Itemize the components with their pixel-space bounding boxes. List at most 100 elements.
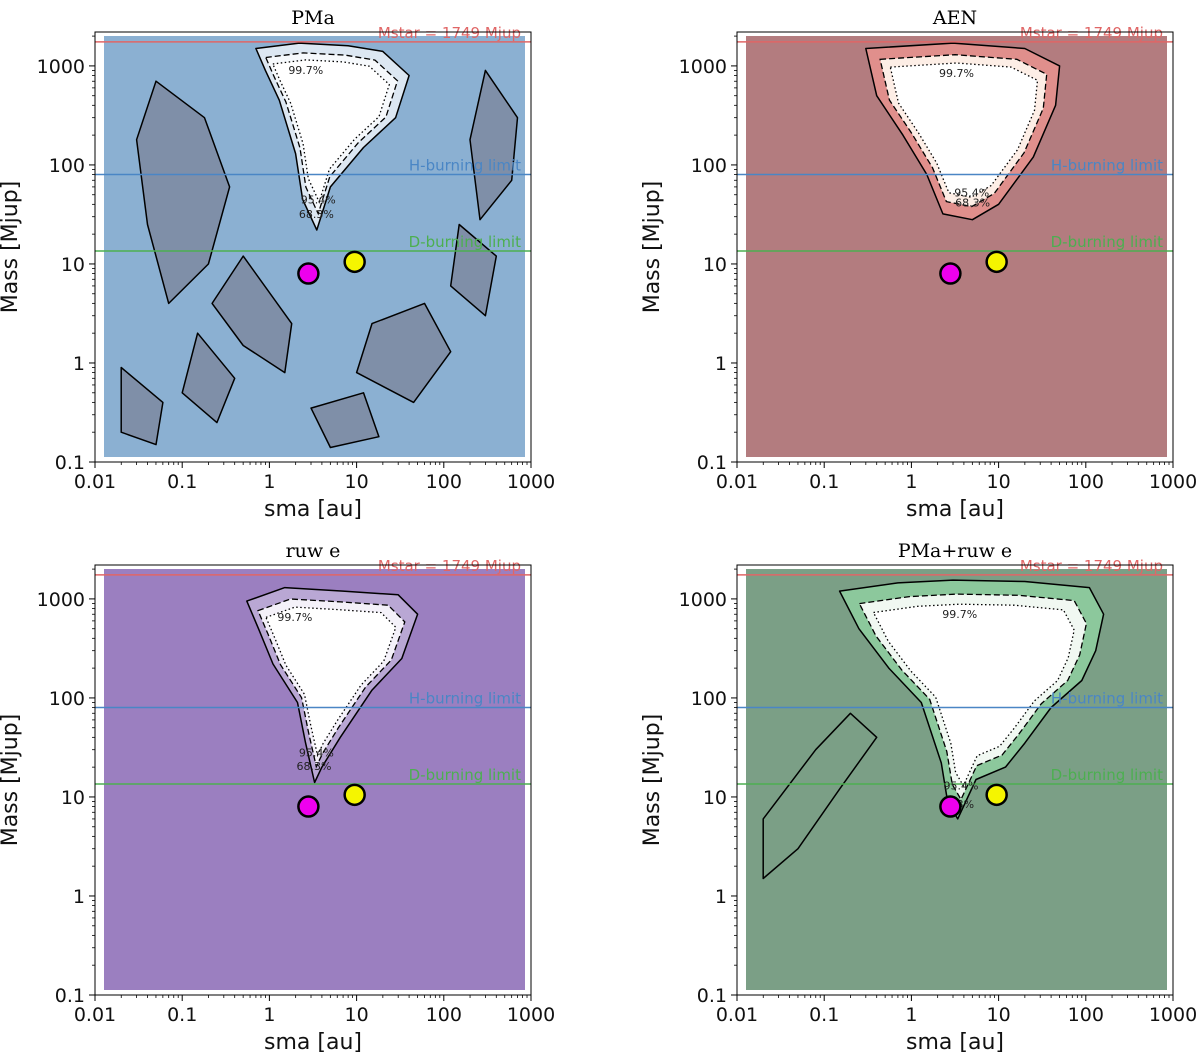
x-tick-label: 10 <box>345 1004 369 1026</box>
x-tick-label: 0.1 <box>167 471 197 493</box>
y-axis-label: Mass [Mjup] <box>0 714 23 847</box>
x-tick-label: 10 <box>987 1004 1011 1026</box>
planet-b-point <box>297 262 320 285</box>
contour-island <box>469 69 519 221</box>
x-tick-label: 1 <box>263 471 275 493</box>
contour-island <box>211 255 293 374</box>
reference-line-label: Mstar = 1749 Mjup <box>1020 24 1163 42</box>
contour-island <box>181 332 236 424</box>
contour-island <box>762 712 878 880</box>
x-tick-label: 1000 <box>507 471 555 493</box>
y-tick-label: 100 <box>49 688 85 710</box>
planet-c-point <box>985 783 1008 807</box>
x-tick-label: 100 <box>1068 1004 1104 1026</box>
x-axis-label: sma [au] <box>264 497 362 522</box>
y-tick-label: 1 <box>715 886 727 908</box>
axes-frame <box>736 31 1174 463</box>
contour-997-region <box>265 606 397 758</box>
x-tick-label: 0.01 <box>74 471 116 493</box>
contour-regions <box>246 586 419 784</box>
contour-level-label: 99.7% <box>288 64 323 77</box>
x-axis-label: sma [au] <box>906 1030 1004 1055</box>
planet-c-point <box>985 250 1008 274</box>
y-tick-label: 0.1 <box>55 985 85 1007</box>
x-tick-label: 1000 <box>507 1004 555 1026</box>
y-axis-label: Mass [Mjup] <box>0 181 23 314</box>
contour-997-region <box>872 603 1075 788</box>
y-tick-label: 10 <box>703 254 727 276</box>
y-axis-label: Mass [Mjup] <box>640 714 665 847</box>
y-tick-label: 1 <box>73 353 85 375</box>
x-tick-label: 0.01 <box>716 1004 758 1026</box>
planet-c-point <box>343 783 366 807</box>
x-tick-label: 100 <box>1068 471 1104 493</box>
contour-level-label: 68.3% <box>299 208 334 221</box>
panel-title: PMa <box>291 7 335 29</box>
reference-line-label: D-burning limit <box>1051 766 1163 784</box>
panel-title: ruw e <box>286 540 341 562</box>
axes-frame <box>736 564 1174 996</box>
contour-997-region <box>889 62 1039 198</box>
x-tick-label: 100 <box>426 1004 462 1026</box>
reference-line-label: D-burning limit <box>409 766 521 784</box>
y-tick-label: 1 <box>73 886 85 908</box>
y-tick-label: 100 <box>49 155 85 177</box>
x-tick-label: 0.1 <box>809 1004 839 1026</box>
panel-title: PMa+ruw e <box>898 540 1012 562</box>
reference-line-label: H-burning limit <box>409 157 521 175</box>
contour-level-label: 95.4% <box>301 194 336 207</box>
reference-line-label: H-burning limit <box>1051 690 1163 708</box>
contour-level-label: 99.7% <box>939 67 974 80</box>
x-tick-label: 1 <box>905 1004 917 1026</box>
x-axis-label: sma [au] <box>264 1030 362 1055</box>
y-tick-label: 100 <box>691 688 727 710</box>
y-tick-label: 1000 <box>37 56 85 78</box>
x-tick-label: 1000 <box>1149 1004 1197 1026</box>
y-tick-label: 0.1 <box>55 452 85 474</box>
panel-2: Mstar = 1749 Mjup H-burning limit D-burnin… <box>640 7 1197 522</box>
planet-c-point <box>343 250 366 274</box>
reference-line-label: D-burning limit <box>1051 233 1163 251</box>
contour-regions <box>865 42 1061 221</box>
y-tick-label: 1 <box>715 353 727 375</box>
y-tick-label: 0.1 <box>697 985 727 1007</box>
contour-island <box>310 392 380 449</box>
reference-line-label: H-burning limit <box>409 690 521 708</box>
y-tick-label: 100 <box>691 155 727 177</box>
planet-b-point <box>939 795 962 818</box>
x-tick-label: 1000 <box>1149 471 1197 493</box>
contour-level-label: 68.3% <box>297 760 332 773</box>
contour-level-label: 95.4% <box>944 780 979 793</box>
panel-1: Mstar = 1749 Mjup H-burning limit D-burnin… <box>0 7 555 522</box>
planet-b-point <box>297 795 320 818</box>
contour-island <box>120 366 164 446</box>
reference-line-label: D-burning limit <box>409 233 521 251</box>
contour-level-label: 99.7% <box>942 608 977 621</box>
x-tick-label: 100 <box>426 471 462 493</box>
y-axis-label: Mass [Mjup] <box>640 181 665 314</box>
contour-997-region <box>271 59 391 204</box>
y-tick-label: 10 <box>61 787 85 809</box>
x-tick-label: 10 <box>987 471 1011 493</box>
contour-regions <box>762 579 1105 880</box>
y-tick-label: 10 <box>61 254 85 276</box>
x-tick-label: 0.01 <box>74 1004 116 1026</box>
y-tick-label: 1000 <box>679 589 727 611</box>
contour-level-label: 95.4% <box>954 187 989 200</box>
contour-regions <box>120 42 519 449</box>
reference-line-label: H-burning limit <box>1051 157 1163 175</box>
axes-frame <box>94 31 532 463</box>
panel-title: AEN <box>932 7 977 29</box>
panel-4: Mstar = 1749 Mjup H-burning limit D-burnin… <box>640 540 1197 1055</box>
contour-island <box>355 302 452 404</box>
x-tick-label: 1 <box>263 1004 275 1026</box>
x-axis-label: sma [au] <box>906 497 1004 522</box>
x-tick-label: 1 <box>905 471 917 493</box>
x-tick-label: 0.1 <box>809 471 839 493</box>
y-tick-label: 10 <box>703 787 727 809</box>
x-tick-label: 0.01 <box>716 471 758 493</box>
reference-line-label: Mstar = 1749 Mjup <box>1020 557 1163 575</box>
y-tick-label: 1000 <box>37 589 85 611</box>
